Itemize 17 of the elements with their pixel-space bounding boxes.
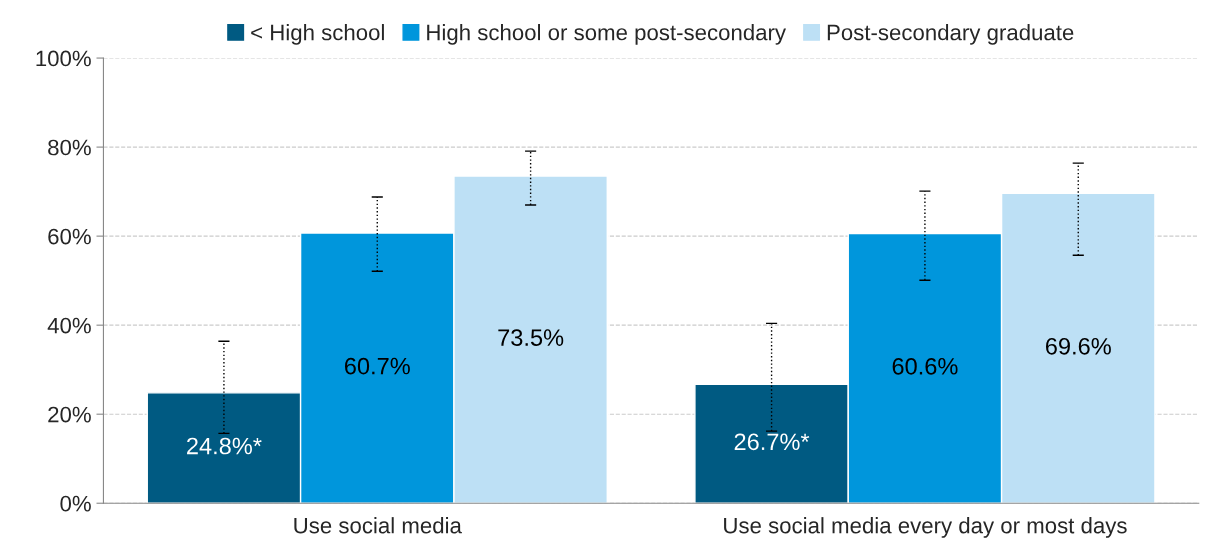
data-label: 60.7% (345, 357, 410, 375)
legend-label: Post-secondary graduate (827, 24, 1074, 45)
y-tick-label: 40% (47, 317, 91, 334)
data-label: 69.6% (1045, 337, 1111, 355)
y-tick-label: 60% (48, 228, 91, 245)
x-tick-label: Use social media every day or most days (724, 517, 1127, 538)
y-tick-label: 20% (48, 406, 91, 423)
data-label: 24.8%* (187, 437, 262, 455)
data-label: 26.7%* (734, 433, 810, 451)
legend-label: High school or some post-secondary (427, 24, 786, 45)
y-tick-label: 80% (48, 139, 91, 156)
y-tick-label: 0% (60, 495, 91, 512)
y-tick-label: 100% (36, 50, 91, 67)
data-label: 60.6% (892, 357, 958, 375)
data-label: 73.5% (498, 329, 564, 346)
x-tick-label: Use social media (294, 517, 462, 534)
legend-label: < High school (251, 24, 384, 45)
